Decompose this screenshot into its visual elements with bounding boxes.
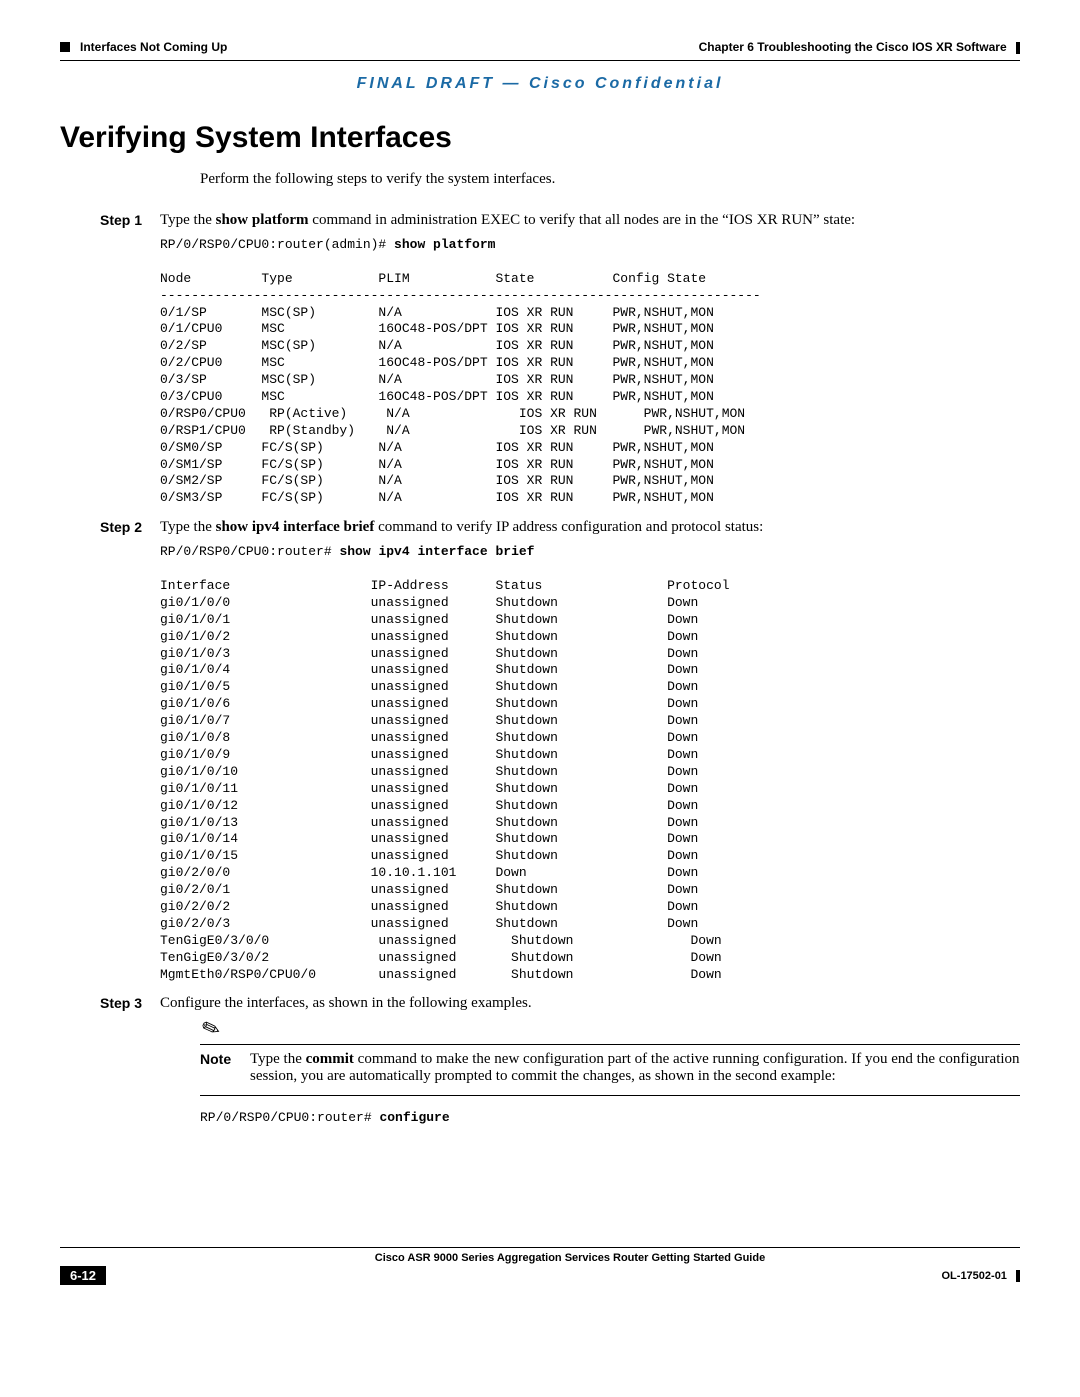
step2-label: Step 2 bbox=[60, 519, 160, 991]
header-chapter-label: Chapter 6 Troubleshooting the Cisco IOS … bbox=[699, 40, 1007, 54]
step2-r6: gi0/1/0/6 unassigned Shutdown Down bbox=[160, 696, 698, 711]
note-text-post: command to make the new configuration pa… bbox=[250, 1051, 1020, 1084]
step2-r11: gi0/1/0/11 unassigned Shutdown Down bbox=[160, 781, 698, 796]
step2-cmd: show ipv4 interface brief bbox=[216, 519, 375, 535]
step3-row: Step 3 Configure the interfaces, as show… bbox=[60, 995, 1020, 1012]
step2-r9: gi0/1/0/9 unassigned Shutdown Down bbox=[160, 747, 698, 762]
intro-text: Perform the following steps to verify th… bbox=[200, 171, 1020, 188]
step2-row: Step 2 Type the show ipv4 interface brie… bbox=[60, 519, 1020, 991]
header-right: Chapter 6 Troubleshooting the Cisco IOS … bbox=[699, 40, 1020, 54]
step1-r9: 0/SM1/SP FC/S(SP) N/A IOS XR RUN PWR,NSH… bbox=[160, 457, 714, 472]
step2-r16: gi0/2/0/0 10.10.1.101 Down Down bbox=[160, 865, 698, 880]
step2-r5: gi0/1/0/5 unassigned Shutdown Down bbox=[160, 679, 698, 694]
step1-label: Step 1 bbox=[60, 212, 160, 515]
page-header: Interfaces Not Coming Up Chapter 6 Troub… bbox=[60, 40, 1020, 54]
note-text-pre: Type the bbox=[250, 1051, 306, 1067]
header-left: Interfaces Not Coming Up bbox=[60, 40, 227, 54]
step1-r8: 0/SM0/SP FC/S(SP) N/A IOS XR RUN PWR,NSH… bbox=[160, 440, 714, 455]
header-section-label: Interfaces Not Coming Up bbox=[80, 40, 227, 54]
note-label: Note bbox=[200, 1051, 250, 1085]
header-rule bbox=[60, 60, 1020, 61]
footer-doc-id: OL-17502-01 bbox=[942, 1270, 1007, 1282]
section-title: Verifying System Interfaces bbox=[60, 121, 1020, 155]
step2-r17: gi0/2/0/1 unassigned Shutdown Down bbox=[160, 882, 698, 897]
step1-r2: 0/2/SP MSC(SP) N/A IOS XR RUN PWR,NSHUT,… bbox=[160, 338, 714, 353]
step1-r6: 0/RSP0/CPU0 RP(Active) N/A IOS XR RUN PW… bbox=[160, 406, 745, 421]
step2-r18: gi0/2/0/2 unassigned Shutdown Down bbox=[160, 899, 698, 914]
step1-r3: 0/2/CPU0 MSC 16OC48-POS/DPT IOS XR RUN P… bbox=[160, 355, 714, 370]
page-container: Interfaces Not Coming Up Chapter 6 Troub… bbox=[0, 0, 1080, 1315]
header-marker-icon bbox=[60, 42, 70, 52]
step1-r11: 0/SM3/SP FC/S(SP) N/A IOS XR RUN PWR,NSH… bbox=[160, 490, 714, 505]
confidential-banner: FINAL DRAFT — Cisco Confidential bbox=[60, 75, 1020, 93]
footer-row1: Cisco ASR 9000 Series Aggregation Servic… bbox=[60, 1252, 1020, 1264]
step2-r13: gi0/1/0/13 unassigned Shutdown Down bbox=[160, 815, 698, 830]
step1-r4: 0/3/SP MSC(SP) N/A IOS XR RUN PWR,NSHUT,… bbox=[160, 372, 714, 387]
configure-prompt: RP/0/RSP0/CPU0:router# bbox=[200, 1110, 379, 1125]
footer-title: Cisco ASR 9000 Series Aggregation Servic… bbox=[375, 1252, 765, 1264]
step2-text-pre: Type the bbox=[160, 519, 216, 535]
step2-r4: gi0/1/0/4 unassigned Shutdown Down bbox=[160, 662, 698, 677]
step1-body: Type the show platform command in admini… bbox=[160, 212, 1020, 515]
footer-row2: 6-12 OL-17502-01 bbox=[60, 1266, 1020, 1285]
step1-text-pre: Type the bbox=[160, 212, 216, 228]
note-text: Type the commit command to make the new … bbox=[250, 1051, 1020, 1085]
note-row: Note Type the commit command to make the… bbox=[200, 1051, 1020, 1085]
step1-cmd: show platform bbox=[216, 212, 309, 228]
header-bar-icon bbox=[1016, 42, 1020, 54]
step2-r8: gi0/1/0/8 unassigned Shutdown Down bbox=[160, 730, 698, 745]
note-cmd: commit bbox=[306, 1051, 354, 1067]
configure-cmd: configure bbox=[379, 1110, 449, 1125]
step1-table-header: Node Type PLIM State Config State bbox=[160, 271, 706, 286]
step2-text-post: command to verify IP address configurati… bbox=[374, 519, 763, 535]
step2-prompt-cmd: show ipv4 interface brief bbox=[339, 544, 534, 559]
step1-table-sep: ----------------------------------------… bbox=[160, 288, 761, 303]
step2-table-header: Interface IP-Address Status Protocol bbox=[160, 578, 730, 593]
note-rule-top bbox=[200, 1044, 1020, 1045]
note-rule-bottom bbox=[200, 1095, 1020, 1096]
step1-prompt-cmd: show platform bbox=[394, 237, 495, 252]
step2-r14: gi0/1/0/14 unassigned Shutdown Down bbox=[160, 831, 698, 846]
step1-r5: 0/3/CPU0 MSC 16OC48-POS/DPT IOS XR RUN P… bbox=[160, 389, 714, 404]
step2-prompt: RP/0/RSP0/CPU0:router# bbox=[160, 544, 339, 559]
step1-row: Step 1 Type the show platform command in… bbox=[60, 212, 1020, 515]
step2-r10: gi0/1/0/10 unassigned Shutdown Down bbox=[160, 764, 698, 779]
step2-r7: gi0/1/0/7 unassigned Shutdown Down bbox=[160, 713, 698, 728]
step1-text-post: command in administration EXEC to verify… bbox=[309, 212, 856, 228]
step3-label: Step 3 bbox=[60, 995, 160, 1012]
step1-prompt: RP/0/RSP0/CPU0:router(admin)# bbox=[160, 237, 394, 252]
step2-r12: gi0/1/0/12 unassigned Shutdown Down bbox=[160, 798, 698, 813]
step1-r0: 0/1/SP MSC(SP) N/A IOS XR RUN PWR,NSHUT,… bbox=[160, 305, 714, 320]
configure-terminal: RP/0/RSP0/CPU0:router# configure bbox=[200, 1110, 1020, 1127]
step2-r3: gi0/1/0/3 unassigned Shutdown Down bbox=[160, 646, 698, 661]
step3-body: Configure the interfaces, as shown in th… bbox=[160, 995, 1020, 1012]
step1-r7: 0/RSP1/CPU0 RP(Standby) N/A IOS XR RUN P… bbox=[160, 423, 745, 438]
step2-r19: gi0/2/0/3 unassigned Shutdown Down bbox=[160, 916, 698, 931]
step1-r1: 0/1/CPU0 MSC 16OC48-POS/DPT IOS XR RUN P… bbox=[160, 321, 714, 336]
page-footer: Cisco ASR 9000 Series Aggregation Servic… bbox=[60, 1247, 1020, 1285]
step1-terminal: RP/0/RSP0/CPU0:router(admin)# show platf… bbox=[160, 237, 1020, 507]
step2-r20: TenGigE0/3/0/0 unassigned Shutdown Down bbox=[160, 933, 722, 948]
step2-r1: gi0/1/0/1 unassigned Shutdown Down bbox=[160, 612, 698, 627]
step2-r15: gi0/1/0/15 unassigned Shutdown Down bbox=[160, 848, 698, 863]
step1-r10: 0/SM2/SP FC/S(SP) N/A IOS XR RUN PWR,NSH… bbox=[160, 473, 714, 488]
step2-terminal: RP/0/RSP0/CPU0:router# show ipv4 interfa… bbox=[160, 544, 1020, 983]
note-block: ✎ Note Type the commit command to make t… bbox=[200, 1016, 1020, 1127]
footer-bar-icon bbox=[1016, 1270, 1020, 1282]
footer-doc: OL-17502-01 bbox=[942, 1270, 1021, 1282]
pencil-icon: ✎ bbox=[198, 1014, 224, 1045]
step2-r22: MgmtEth0/RSP0/CPU0/0 unassigned Shutdown… bbox=[160, 967, 722, 982]
step2-r0: gi0/1/0/0 unassigned Shutdown Down bbox=[160, 595, 698, 610]
step2-r21: TenGigE0/3/0/2 unassigned Shutdown Down bbox=[160, 950, 722, 965]
footer-rule bbox=[60, 1247, 1020, 1248]
page-number: 6-12 bbox=[60, 1266, 106, 1285]
step2-body: Type the show ipv4 interface brief comma… bbox=[160, 519, 1020, 991]
step2-r2: gi0/1/0/2 unassigned Shutdown Down bbox=[160, 629, 698, 644]
